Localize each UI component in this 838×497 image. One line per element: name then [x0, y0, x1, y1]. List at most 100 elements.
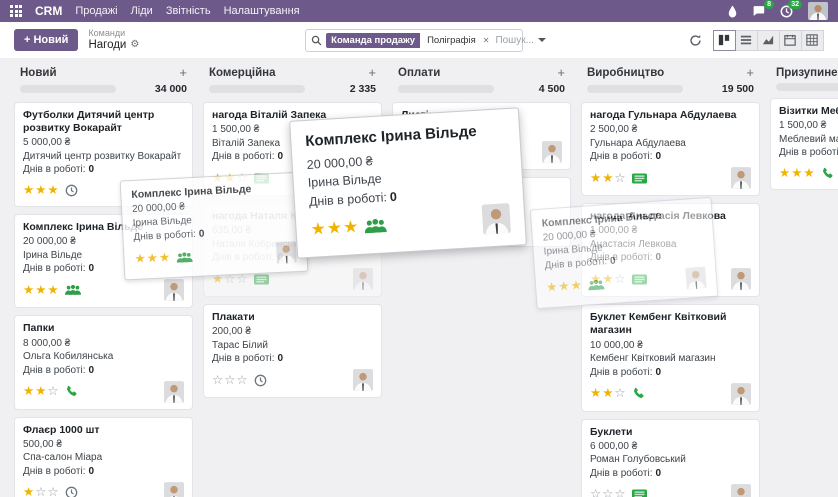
- priority-stars[interactable]: ★★☆: [590, 386, 627, 401]
- priority-stars: ★★★: [310, 217, 360, 239]
- kanban-card[interactable]: Папки 8 000,00 ₴ Ольга Кобилянська Днів …: [14, 315, 193, 410]
- pivot-view-button[interactable]: [800, 29, 824, 51]
- column-title[interactable]: Оплати: [398, 66, 441, 79]
- search-icon: [311, 35, 322, 46]
- activities-icon[interactable]: 32: [780, 0, 802, 18]
- search-input[interactable]: Пошук...: [495, 34, 534, 46]
- phone-icon[interactable]: [821, 167, 834, 180]
- card-title: Буклети: [590, 425, 633, 438]
- money-icon[interactable]: [631, 489, 647, 497]
- add-card-icon[interactable]: +: [557, 65, 565, 80]
- priority-stars[interactable]: ★★★: [23, 183, 60, 197]
- kanban-board: Новий + 34 000 Футболки Дитячий центр ро…: [0, 58, 838, 497]
- avatar: [164, 380, 184, 403]
- priority-stars[interactable]: ☆☆☆: [212, 373, 249, 388]
- menu-leads[interactable]: Ліди: [130, 5, 153, 17]
- column-title[interactable]: Виробництво: [587, 66, 665, 79]
- facet-remove-icon[interactable]: ✕: [482, 35, 490, 45]
- gear-icon[interactable]: ⚙: [130, 39, 140, 51]
- priority-stars[interactable]: ★☆☆: [212, 272, 249, 286]
- column-title[interactable]: Призупинен: [776, 66, 838, 79]
- priority-stars[interactable]: ★★★: [23, 283, 60, 298]
- card-amount: 10 000,00 ₴: [590, 339, 643, 351]
- card-amount: 6 000,00 ₴: [590, 440, 638, 452]
- view-switcher: [712, 29, 824, 51]
- kanban-view-button[interactable]: [712, 29, 736, 51]
- avatar: [731, 268, 751, 291]
- card-amount: 8 000,00 ₴: [23, 337, 71, 349]
- column-amount: 34 000: [154, 83, 187, 95]
- add-card-icon[interactable]: +: [179, 65, 187, 80]
- card-client: Дитячий центр розвитку Вокарайт: [23, 150, 182, 162]
- card-amount: 20 000,00 ₴: [23, 236, 76, 248]
- search-facet-team[interactable]: Команда продажу: [326, 32, 421, 48]
- menu-settings[interactable]: Налаштування: [223, 5, 300, 17]
- menu-reporting[interactable]: Звітність: [165, 5, 211, 17]
- search-dropdown-icon[interactable]: [537, 38, 546, 42]
- avatar: [481, 202, 511, 235]
- kanban-card[interactable]: нагода Гульнара Абдулаева 2 500,00 ₴ Гул…: [581, 102, 760, 197]
- priority-stars[interactable]: ★★★: [779, 165, 816, 180]
- refresh-icon[interactable]: [689, 34, 702, 47]
- list-view-button[interactable]: [734, 29, 758, 51]
- new-button[interactable]: + Новий: [14, 29, 79, 51]
- priority-stars[interactable]: ☆☆☆: [590, 487, 627, 497]
- priority-stars[interactable]: ★☆☆: [23, 485, 60, 497]
- card-title: Папки: [23, 322, 55, 335]
- phone-icon[interactable]: [632, 387, 645, 400]
- kanban-card[interactable]: Плакати 200,00 ₴ Тарас Білий Днів в робо…: [203, 304, 382, 399]
- add-card-icon[interactable]: +: [368, 65, 376, 80]
- card-days: Днів в роботі:0: [212, 353, 284, 365]
- avatar: [731, 382, 751, 405]
- calendar-view-button[interactable]: [778, 29, 802, 51]
- clock-icon[interactable]: [65, 486, 78, 497]
- breadcrumb-parent[interactable]: Команди: [88, 28, 126, 39]
- card-client: Тарас Білий: [212, 339, 268, 351]
- messages-icon[interactable]: 8: [752, 0, 774, 17]
- phone-icon[interactable]: [65, 385, 78, 398]
- search-facet-value[interactable]: Поліграфія: [427, 34, 476, 46]
- card-days: Днів в роботі:0: [23, 364, 95, 376]
- card-amount: 200,00 ₴: [212, 326, 251, 338]
- card-days: Днів в роботі:0: [590, 151, 662, 163]
- drag-ghost-card-main: Комплекс Ірина Вільде 20 000,00 ₴ Ірина …: [289, 107, 527, 259]
- drag-ghost-card: Комплекс Ірина Вільде 20 000,00 ₴ Ірина …: [529, 196, 719, 309]
- add-card-icon[interactable]: +: [746, 65, 754, 80]
- priority-stars[interactable]: ★★☆: [590, 170, 627, 185]
- clock-icon[interactable]: [65, 184, 78, 197]
- column-title[interactable]: Комерційна: [209, 66, 276, 79]
- kanban-card[interactable]: Футболки Дитячий центр розвитку Вокарайт…: [14, 102, 193, 208]
- card-days: Днів в роботі:0: [23, 263, 95, 275]
- column-progressbar[interactable]: [209, 85, 305, 93]
- clock-icon[interactable]: [254, 374, 267, 387]
- team-icon: [364, 217, 387, 234]
- control-panel: + Новий Команди Нагоди ⚙ Команда продажу…: [0, 22, 838, 58]
- avatar: [164, 481, 184, 497]
- avatar: [685, 266, 707, 290]
- card-days: Днів в роботі:0: [23, 465, 95, 477]
- column-progressbar[interactable]: [776, 83, 838, 91]
- graph-view-button[interactable]: [756, 29, 780, 51]
- avatar: [731, 167, 751, 189]
- user-avatar[interactable]: [808, 2, 828, 20]
- card-title: Комплекс Ірина Вільде: [23, 221, 144, 234]
- column-title[interactable]: Новий: [20, 66, 57, 79]
- kanban-card[interactable]: Візитки Меб 1 500,00 ₴ Меблевий ма Днів …: [770, 98, 838, 191]
- kanban-card[interactable]: Буклет Кембенг Квітковий магазин 10 000,…: [581, 304, 760, 412]
- kanban-card[interactable]: Флаєр 1000 шт 500,00 ₴ Спа-салон Міара Д…: [14, 416, 193, 497]
- team-icon: [587, 278, 605, 291]
- money-icon[interactable]: [253, 274, 269, 285]
- money-icon[interactable]: [631, 173, 647, 184]
- apps-grid-icon[interactable]: [10, 5, 22, 17]
- column-progressbar[interactable]: [587, 85, 683, 93]
- team-icon[interactable]: [64, 284, 81, 296]
- search-bar[interactable]: Команда продажу Поліграфія ✕ Пошук...: [305, 28, 546, 52]
- column-progressbar[interactable]: [398, 85, 494, 93]
- menu-sales[interactable]: Продажі: [75, 5, 118, 17]
- column-progressbar[interactable]: [20, 85, 116, 93]
- card-title: Футболки Дитячий центр розвитку Вокарайт: [23, 109, 155, 135]
- kanban-card[interactable]: Буклети 6 000,00 ₴ Роман Голубовський Дн…: [581, 418, 760, 497]
- priority-stars[interactable]: ★★☆: [23, 384, 60, 399]
- app-brand[interactable]: CRM: [35, 4, 63, 18]
- droplet-icon[interactable]: [728, 5, 737, 18]
